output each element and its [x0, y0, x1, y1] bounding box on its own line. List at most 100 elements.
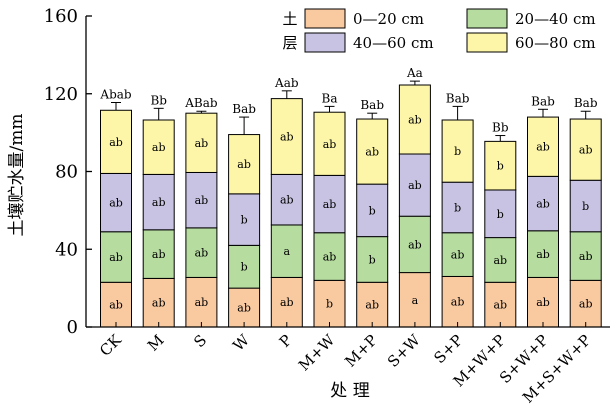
- top-label: Bab: [446, 91, 470, 105]
- y-tick-label: 80: [55, 162, 78, 183]
- x-tick-label: S: [190, 331, 210, 351]
- segment-label: b: [582, 200, 589, 213]
- bar-segment: [142, 277, 175, 328]
- segment-label: ab: [365, 299, 379, 312]
- x-tick-label: M+P: [341, 331, 381, 371]
- bar-segment: [441, 181, 474, 234]
- legend-label: 0—20 cm: [353, 10, 424, 28]
- bar-segment: [270, 98, 303, 175]
- legend-title: 土: [282, 10, 297, 28]
- segment-label: b: [497, 160, 504, 173]
- segment-label: ab: [195, 194, 209, 207]
- segment-label: ab: [408, 179, 422, 192]
- segment-label: ab: [280, 131, 294, 144]
- segment-label: ab: [536, 198, 550, 211]
- legend-swatch: [466, 32, 508, 53]
- segment-label: ab: [451, 296, 465, 309]
- legend-title: 层: [282, 34, 297, 52]
- segment-label: ab: [237, 302, 251, 315]
- segment-label: ab: [536, 141, 550, 154]
- bar-segment: [313, 174, 346, 234]
- bar-segment: [484, 237, 517, 283]
- bar-segment: [356, 236, 389, 283]
- segment-label: b: [369, 253, 376, 266]
- bar-segment: [270, 276, 303, 328]
- top-label: Abab: [99, 87, 132, 101]
- legend-swatch: [304, 8, 346, 29]
- bar-segment: [185, 227, 218, 278]
- bar-segment: [185, 112, 218, 173]
- bar-segment: [441, 232, 474, 277]
- bar-segment: [527, 276, 559, 328]
- y-axis-title: 土壤贮水量/mm: [6, 114, 27, 237]
- segment-label: a: [412, 294, 419, 307]
- top-label: Bab: [232, 102, 256, 116]
- segment-label: ab: [365, 146, 379, 159]
- segment-label: ab: [109, 251, 123, 264]
- x-tick-label: CK: [96, 331, 125, 360]
- bar-segment: [356, 281, 389, 328]
- top-label: Bb: [492, 121, 509, 135]
- segment-label: ab: [536, 296, 550, 309]
- bar-segment: [142, 119, 175, 175]
- bar-segment: [142, 229, 175, 279]
- x-tick-label: M+W: [295, 331, 339, 375]
- segment-label: b: [241, 261, 248, 274]
- y-tick-label: 160: [44, 6, 78, 27]
- bar-segment: [441, 275, 474, 328]
- segment-label: b: [326, 298, 333, 311]
- plot-area: ababababAbabababababBbababababABababbbab…: [99, 66, 602, 328]
- segment-label: ab: [195, 137, 209, 150]
- segment-label: ab: [408, 114, 422, 127]
- bar-segment: [398, 84, 431, 155]
- segment-label: ab: [152, 141, 166, 154]
- bar-segment: [228, 244, 261, 289]
- top-label: Bab: [531, 94, 555, 108]
- legend: 土层 0—20 cm 20—40 cm 40—60 cm 60—80 cm: [282, 8, 596, 53]
- bar-segment: [398, 153, 431, 217]
- segment-label: b: [369, 204, 376, 217]
- bar-segment: [185, 276, 218, 328]
- top-label: Aa: [406, 66, 423, 80]
- segment-label: ab: [237, 158, 251, 171]
- segment-label: ab: [493, 299, 507, 312]
- bar-segment: [484, 189, 517, 239]
- bar-segment: [270, 173, 303, 226]
- segment-label: b: [454, 145, 461, 158]
- bar-segment: [484, 281, 517, 328]
- bar-segment: [100, 281, 132, 328]
- segment-label: ab: [323, 138, 337, 151]
- bar-segment: [313, 232, 346, 281]
- legend-label: 60—80 cm: [515, 34, 596, 52]
- segment-label: ab: [323, 251, 337, 264]
- bar-segment: [484, 140, 517, 191]
- legend-label: 40—60 cm: [353, 34, 434, 52]
- bar-segment: [142, 173, 175, 231]
- x-axis-title: 处 理: [330, 381, 369, 401]
- segment-label: ab: [109, 197, 123, 210]
- y-tick-label: 120: [44, 84, 78, 105]
- x-tick-label: S+P: [430, 331, 466, 367]
- bar-segment: [228, 193, 261, 246]
- bar-segment: [527, 116, 559, 177]
- bar-segment: [398, 272, 431, 328]
- x-tick-label: S+W: [384, 331, 424, 371]
- top-label: Ba: [322, 91, 338, 105]
- segment-label: b: [497, 208, 504, 221]
- segment-label: ab: [323, 198, 337, 211]
- bar-segment: [228, 134, 261, 195]
- segment-label: ab: [109, 299, 123, 312]
- segment-label: ab: [493, 254, 507, 267]
- top-label: Aab: [274, 76, 299, 90]
- segment-label: ab: [579, 298, 593, 311]
- top-label: Bab: [360, 98, 384, 112]
- segment-label: ab: [152, 248, 166, 261]
- segment-label: ab: [536, 248, 550, 261]
- segment-label: ab: [195, 296, 209, 309]
- y-tick-label: 0: [67, 317, 78, 338]
- bar-segment: [569, 179, 602, 233]
- bar-segment: [527, 230, 559, 278]
- legend-swatch: [466, 8, 508, 29]
- segment-label: b: [241, 214, 248, 227]
